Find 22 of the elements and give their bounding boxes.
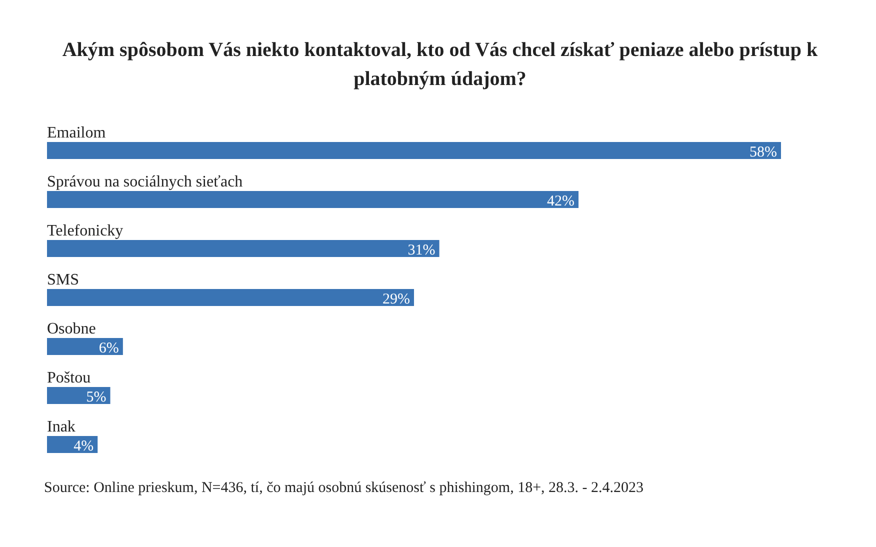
bar [47, 191, 579, 208]
y-tick-label: Poštou [47, 370, 91, 386]
y-tick-label: Správou na sociálnych sieťach [47, 174, 243, 190]
source-note: Source: Online prieskum, N=436, tí, čo majú osobnú skúsenosť s phishingom, 18+, 28.3. - 2.4.2023 [44, 479, 645, 498]
bar [47, 338, 123, 355]
bar [47, 142, 781, 159]
chart-title: Akým spôsobom Vás niekto kontaktoval, kto od Vás chcel získať peniaze alebo prístup k platobným údajom? [61, 38, 819, 92]
y-tick-label: Osobne [47, 320, 96, 338]
y-tick-label: Emailom [47, 124, 106, 142]
data-label: 29% [382, 292, 410, 308]
data-label: 6% [98, 340, 119, 356]
data-label: 5% [86, 390, 106, 406]
y-tick-label: Inak [47, 418, 76, 436]
bar [47, 387, 110, 404]
data-label: 58% [750, 144, 777, 160]
bar [47, 240, 440, 257]
data-label: 31% [408, 242, 436, 258]
data-label: 42% [547, 194, 575, 210]
data-label: 4% [74, 438, 94, 454]
y-tick-label: Telefonicky [47, 222, 124, 240]
bar [47, 289, 414, 306]
y-tick-label: SMS [47, 272, 80, 288]
